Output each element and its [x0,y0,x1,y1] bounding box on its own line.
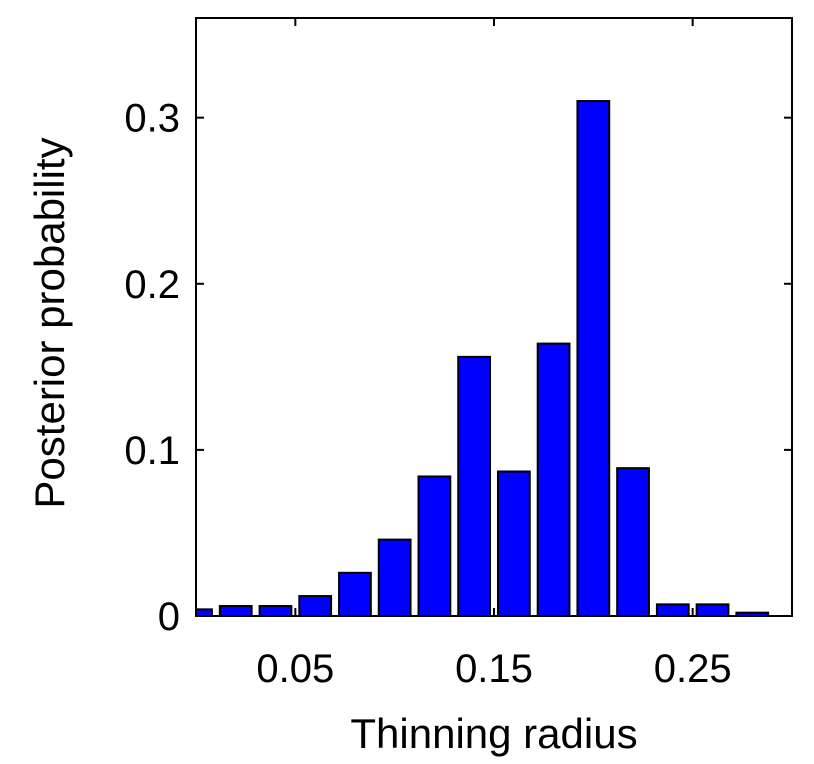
plot-frame [195,17,793,617]
x-tick-label: 0.15 [455,647,533,691]
bar [576,100,611,616]
y-tick-label: 0.3 [124,97,180,141]
y-tick-label: 0.1 [124,429,180,473]
bar [695,603,730,616]
ticks-group [196,18,792,617]
bar [655,603,690,616]
y-axis-label: Posterior probability [26,137,73,508]
bar [536,342,571,616]
bar [417,475,452,616]
tick-labels-group: 0.05 0.15 0.25 0 0.1 0.2 0.3 [124,97,731,691]
x-tick-label: 0.05 [256,647,334,691]
bar [258,605,293,616]
bar [218,605,253,616]
bar [496,470,531,616]
y-tick-label: 0.2 [124,263,180,307]
bar [298,595,333,616]
bar [616,467,650,616]
bar [338,571,372,616]
bar [377,538,412,616]
bar [735,611,770,616]
x-axis-label: Thinning radius [350,710,637,757]
bars-group [196,100,770,616]
x-tick-label: 0.25 [654,647,732,691]
bar [457,355,492,616]
y-tick-label: 0 [158,595,180,639]
